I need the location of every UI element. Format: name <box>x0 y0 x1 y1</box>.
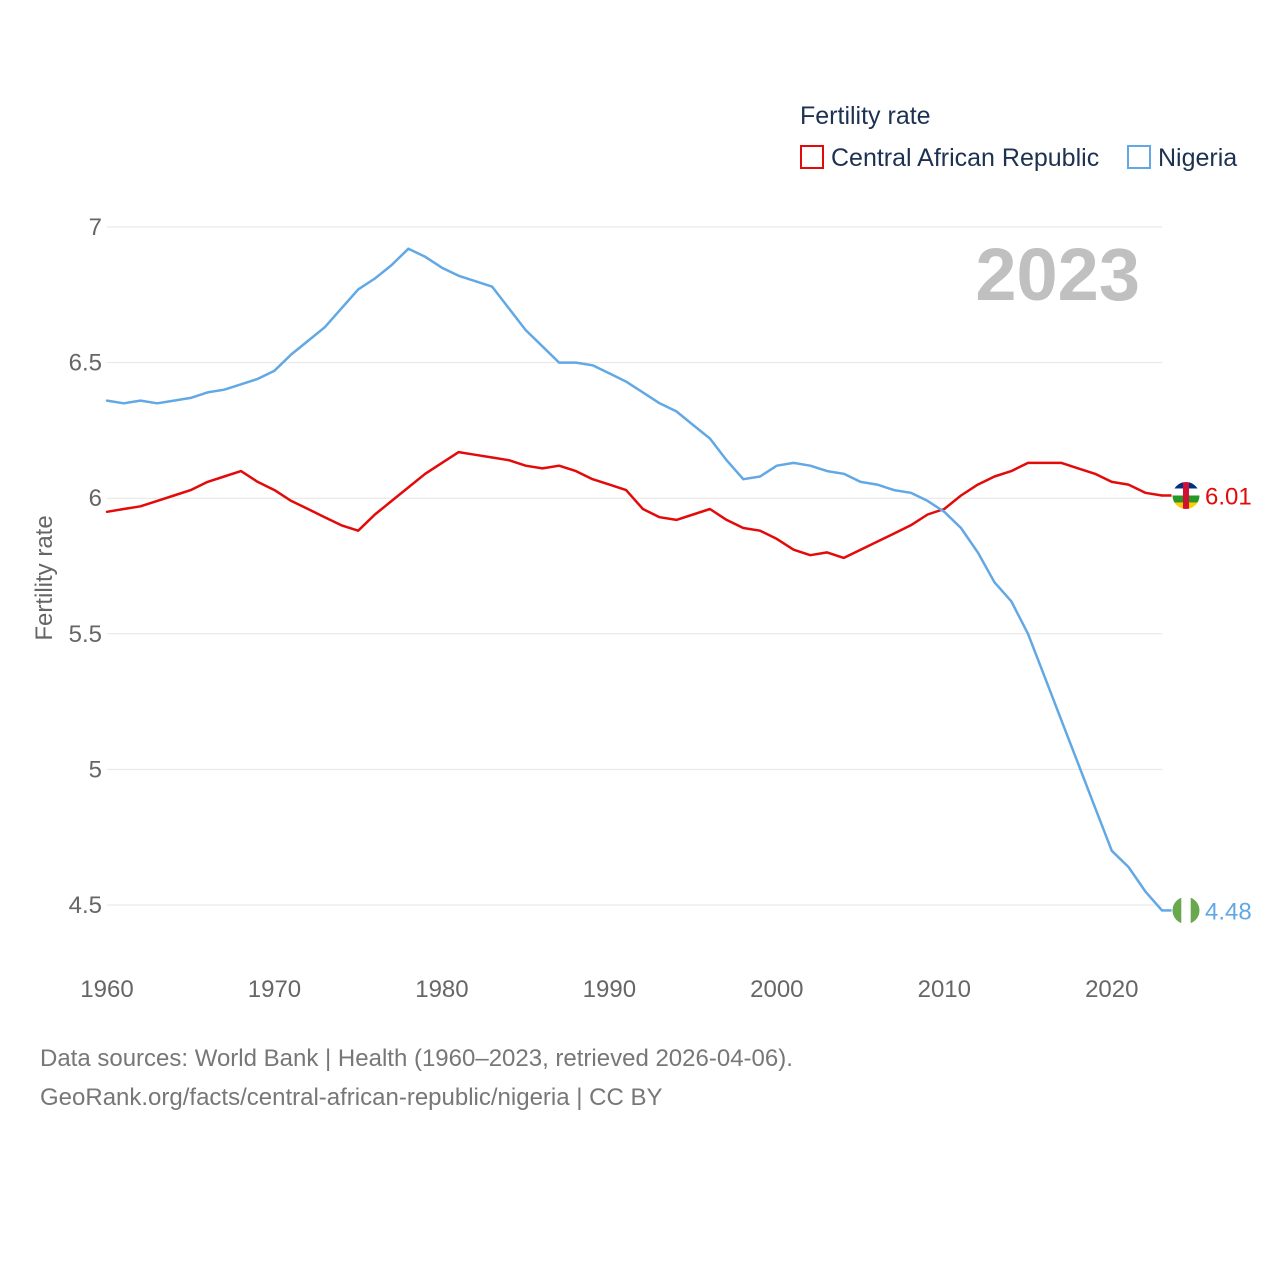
end-value-label-nigeria: 4.48 <box>1205 898 1252 925</box>
x-tick-label: 1980 <box>415 976 468 1003</box>
legend-swatch-nigeria <box>1127 145 1151 169</box>
y-tick-label: 6.5 <box>69 350 102 377</box>
y-tick-label: 4.5 <box>69 892 102 919</box>
legend-swatch-central-african-republic <box>800 145 824 169</box>
y-tick-label: 6 <box>89 485 102 512</box>
legend-label-central-african-republic: Central African Republic <box>831 144 1099 172</box>
y-axis-ticks: 4.5 5 5.5 6 6.5 7 <box>69 214 102 919</box>
nigeria-flag-icon <box>1171 895 1201 925</box>
x-axis-ticks: 1960 1970 1980 1990 2000 2010 2020 <box>80 976 1138 1003</box>
series-lines <box>105 247 1164 912</box>
legend-item-central-african-republic[interactable]: Central African Republic <box>800 144 1099 172</box>
legend: Fertility rate Central African Republic … <box>800 102 1237 172</box>
legend-label-nigeria: Nigeria <box>1158 144 1237 172</box>
legend-item-nigeria[interactable]: Nigeria <box>1127 144 1237 172</box>
y-tick-label: 5 <box>89 756 102 783</box>
x-tick-label: 2010 <box>918 976 971 1003</box>
x-tick-label: 1960 <box>80 976 133 1003</box>
central-african-republic-flag-icon <box>1171 480 1201 510</box>
end-value-label-central-african-republic: 6.01 <box>1205 483 1252 510</box>
y-tick-label: 5.5 <box>69 621 102 648</box>
x-tick-label: 2020 <box>1085 976 1138 1003</box>
attribution-line: GeoRank.org/facts/central-african-republ… <box>40 1084 663 1111</box>
legend-title: Fertility rate <box>800 102 931 130</box>
year-watermark: 2023 <box>975 233 1140 316</box>
x-tick-label: 1970 <box>248 976 301 1003</box>
x-tick-label: 1990 <box>583 976 636 1003</box>
series-line-central-african-republic <box>105 450 1164 560</box>
x-tick-label: 2000 <box>750 976 803 1003</box>
y-tick-label: 7 <box>89 214 102 241</box>
data-source-line: Data sources: World Bank | Health (1960–… <box>40 1045 793 1072</box>
series-line-nigeria <box>105 247 1164 912</box>
gridlines <box>107 226 1162 906</box>
series-endpoints: 6.01 4.48 <box>1162 480 1252 925</box>
y-axis-title: Fertility rate <box>31 515 58 640</box>
